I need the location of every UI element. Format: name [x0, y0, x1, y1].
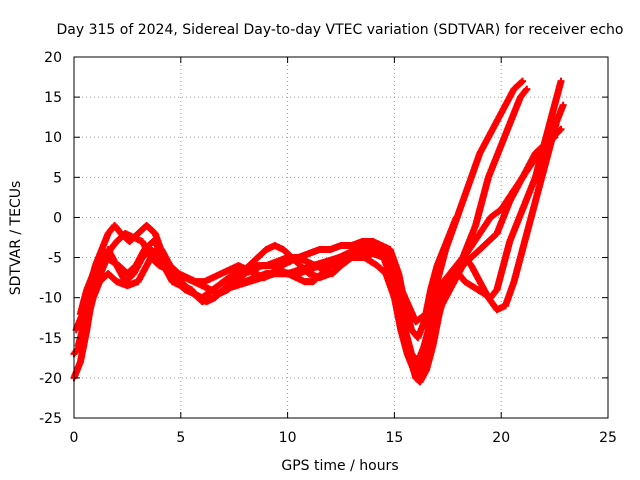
data-point	[559, 101, 567, 109]
x-tick-label: 0	[70, 430, 79, 446]
y-tick-label: -25	[39, 411, 62, 427]
plot-frame	[73, 56, 609, 419]
x-tick-label: 15	[385, 430, 403, 446]
x-tick-label: 5	[176, 430, 185, 446]
x-tick-label: 25	[599, 430, 617, 446]
data-point	[523, 85, 531, 93]
data-point	[519, 77, 527, 85]
data-point	[557, 125, 565, 133]
series-track-7	[425, 77, 527, 310]
x-tick-label: 10	[279, 430, 297, 446]
y-tick-label: 10	[44, 130, 62, 146]
y-tick-label: 15	[44, 90, 62, 106]
y-tick-label: 20	[44, 50, 62, 66]
y-tick-label: -15	[39, 331, 62, 347]
chart-title: Day 315 of 2024, Sidereal Day-to-day VTE…	[57, 22, 624, 38]
y-tick-labels: -25 -20 -15 -10 -5 0 5 10 15 20	[39, 50, 62, 427]
axis-ticks	[73, 56, 609, 419]
x-tick-label: 20	[492, 430, 510, 446]
y-tick-label: -5	[48, 251, 62, 267]
y-tick-label: -20	[39, 371, 62, 387]
y-tick-label: 5	[53, 170, 62, 186]
data-point	[551, 133, 559, 141]
y-tick-label: 0	[53, 210, 62, 226]
y-tick-label: -10	[39, 291, 62, 307]
x-tick-labels: 0 5 10 15 20 25	[70, 430, 617, 446]
data-points	[70, 77, 567, 386]
data-point	[517, 78, 525, 86]
data-point	[557, 77, 565, 85]
y-axis-label: SDTVAR / TECUs	[8, 181, 24, 296]
x-axis-label: GPS time / hours	[281, 458, 398, 474]
